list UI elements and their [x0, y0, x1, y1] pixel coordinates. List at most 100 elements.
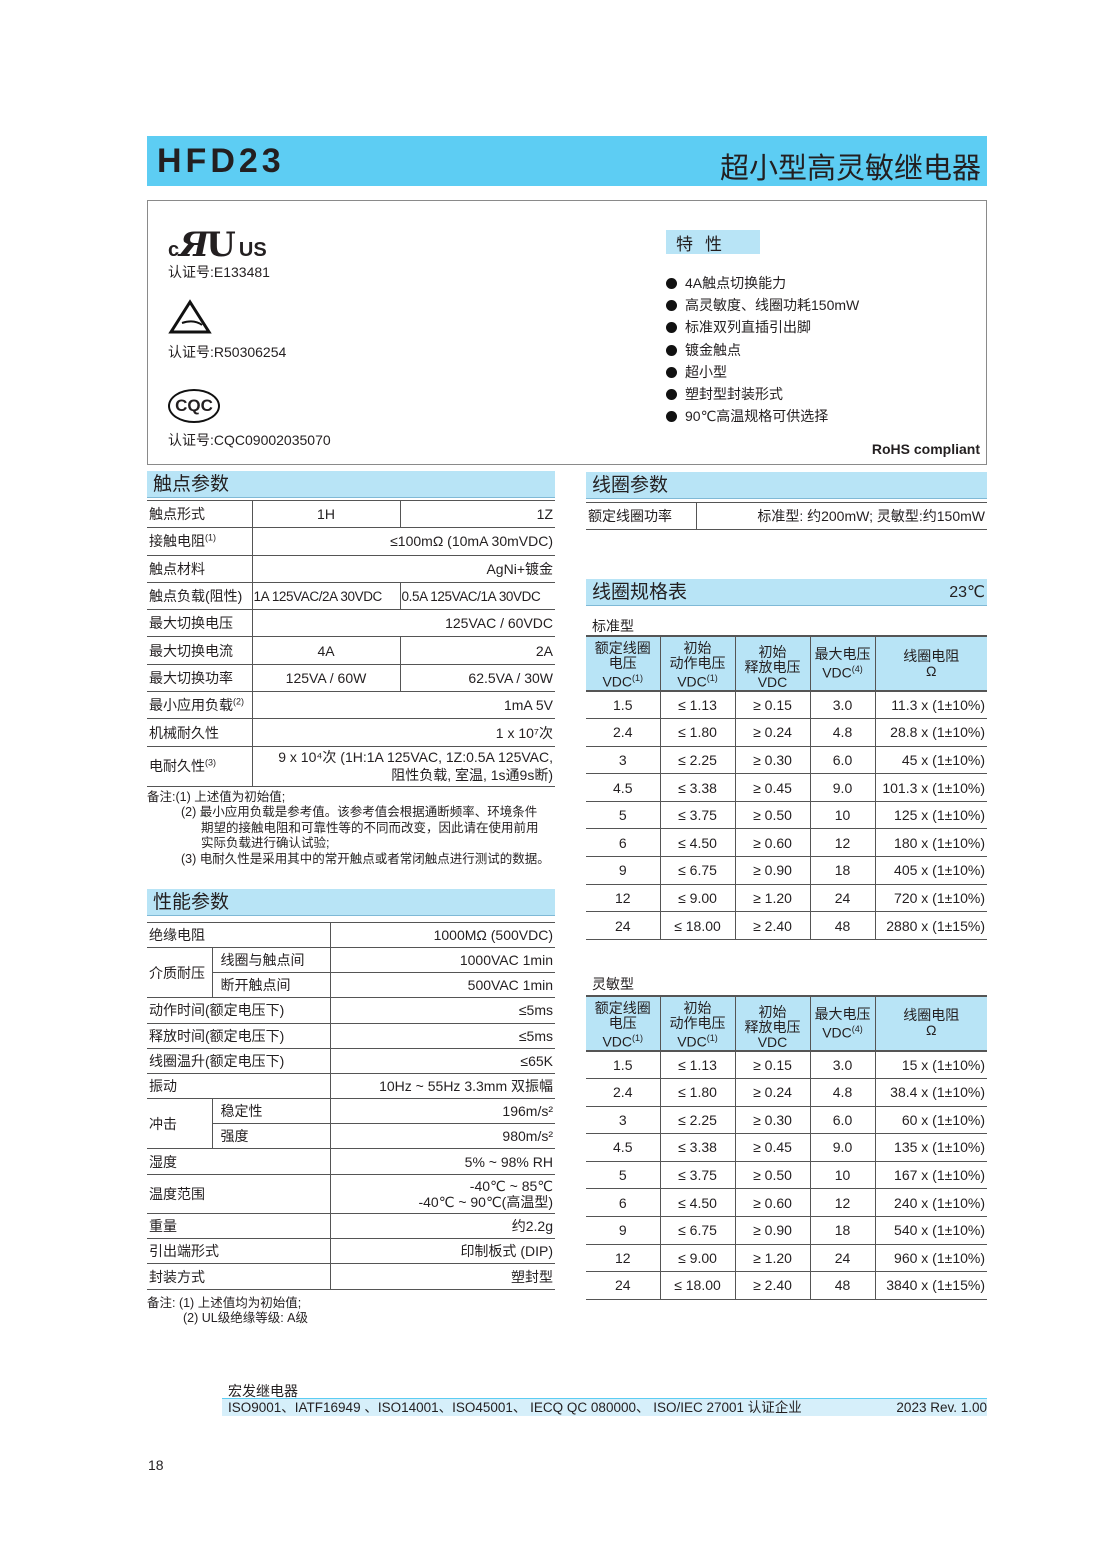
coil-table-header: 额定线圈 电压 VDC(1) 初始 动作电压 VDC(1) 初始 释放电压 VDC 最大电压 VDC…: [586, 994, 987, 1052]
coil-row: 9 ≤ 6.75 ≥ 0.90 18 405 x (1±10%): [586, 856, 987, 885]
header-text: 电压: [608, 655, 637, 672]
sensitive-label: 灵敏型: [592, 975, 634, 992]
contact-row: 最大切换功率 125VA / 60W 62.5VA / 30W: [147, 664, 555, 693]
coil-cell: 15 x (1±10%): [874, 1050, 987, 1079]
column-header: 初始 释放电压 VDC: [734, 994, 810, 1052]
coil-row: 1.5 ≤ 1.13 ≥ 0.15 3.0 11.3 x (1±10%): [586, 691, 987, 720]
contact-heading: 触点参数: [147, 471, 555, 498]
cqc-cert-number: 认证号:CQC09002035070: [168, 432, 331, 448]
coil-row: 24 ≤ 18.00 ≥ 2.40 48 2880 x (1±15%): [586, 911, 987, 940]
header-text: VDC: [757, 1033, 788, 1050]
coil-spec-temperature: 23℃: [949, 584, 985, 601]
feature-item: 超小型: [666, 362, 727, 382]
contact-param-value: 1 x 10⁷次: [251, 718, 555, 747]
contact-param-value: 1mA 5V: [251, 691, 555, 720]
coil-cell: 167 x (1±10%): [874, 1161, 987, 1190]
footnote-ref: (1): [632, 1033, 644, 1044]
footnote-ref: (1): [706, 1033, 718, 1044]
performance-row: 断开触点间 500VAC 1min: [147, 972, 555, 999]
coil-cell: 45 x (1±10%): [874, 746, 987, 775]
footnote-ref: (4): [851, 663, 863, 674]
header-text: 电压: [608, 1015, 637, 1032]
coil-cell: ≥ 0.15: [734, 691, 810, 720]
coil-cell: ≥ 0.45: [734, 1133, 810, 1162]
sensitive-coil-table: 额定线圈 电压 VDC(1) 初始 动作电压 VDC(1) 初始 释放电压 VDC 最大电压 VDC…: [586, 994, 987, 1300]
contact-param-label: 电耐久性(3): [147, 746, 252, 787]
coil-cell: 6: [586, 1188, 660, 1217]
contact-param-value: 125VAC / 60VDC: [251, 609, 555, 638]
contact-row: 电耐久性(3) 9 x 10⁴次 (1H:1A 125VAC, 1Z:0.5A 1…: [147, 746, 555, 787]
coil-section: 线圈参数 额定线圈功率 标准型: 约200mW; 灵敏型:约150mW: [586, 472, 987, 530]
coil-cell: 48: [809, 911, 875, 940]
performance-param-value: 10Hz ~ 55Hz 3.3mm 双振幅: [329, 1073, 555, 1100]
coil-cell: 2.4: [586, 1078, 660, 1107]
header-text: 线圈电阻: [903, 647, 960, 664]
performance-param-label: 释放时间(额定电压下): [147, 1023, 330, 1049]
performance-sub-label: 稳定性: [211, 1098, 330, 1125]
standard-coil-table: 额定线圈 电压 VDC(1) 初始 动作电压 VDC(1) 初始 释放电压 VDC 最大电压 VDC…: [586, 635, 987, 940]
header-text: 额定线圈: [594, 640, 651, 657]
contact-param-label: 最小应用负载(2): [147, 691, 252, 720]
coil-cell: ≥ 0.60: [734, 828, 810, 858]
performance-row: 冲击 稳定性 196m/s²: [147, 1098, 555, 1150]
contact-param-label: 最大切换电压: [147, 609, 252, 638]
coil-cell: 6: [586, 828, 660, 858]
coil-cell: 5: [586, 1161, 660, 1190]
performance-param-value: ≤5ms: [329, 997, 555, 1024]
column-header: 线圈电阻 Ω: [874, 635, 987, 692]
contact-param-value: 62.5VA / 30W: [399, 664, 555, 693]
performance-row: 重量 约2.2g: [147, 1213, 555, 1240]
performance-row: 释放时间(额定电压下) ≤5ms: [147, 1023, 555, 1049]
label-text: 接触电阻: [149, 533, 205, 550]
tuv-triangle-icon: [168, 299, 212, 334]
performance-param-label: 温度范围: [147, 1174, 330, 1214]
contact-row: 最大切换电流 4A 2A: [147, 636, 555, 665]
coil-cell: 10: [809, 801, 875, 830]
label-text: 机械耐久性: [149, 724, 219, 741]
coil-cell: 6.0: [809, 746, 875, 775]
coil-spec-heading: 线圈规格表 23℃: [586, 579, 987, 606]
contact-param-value: 1Z: [399, 500, 555, 529]
coil-cell: ≥ 0.15: [734, 1050, 810, 1079]
coil-cell: 24: [586, 911, 660, 940]
coil-cell: 720 x (1±10%): [874, 884, 987, 913]
performance-sub-label: 断开触点间: [211, 972, 330, 999]
title-bar: HFD23 超小型高灵敏继电器: [147, 136, 987, 186]
performance-param-label: 介质耐压: [147, 947, 212, 999]
header-text: 释放电压: [744, 1018, 801, 1035]
coil-cell: 1.5: [586, 1050, 660, 1079]
coil-cell: ≤ 9.00: [659, 1244, 735, 1273]
coil-cell: 2880 x (1±15%): [874, 911, 987, 940]
coil-cell: 3: [586, 746, 660, 775]
coil-cell: ≥ 0.45: [734, 773, 810, 802]
coil-cell: 6.0: [809, 1106, 875, 1135]
coil-cell: ≤ 18.00: [659, 911, 735, 940]
header-text: 最大电压: [814, 1005, 871, 1022]
coil-row: 4.5 ≤ 3.38 ≥ 0.45 9.0 135 x (1±10%): [586, 1133, 987, 1162]
label-text: 触点材料: [149, 560, 205, 577]
coil-cell: 540 x (1±10%): [874, 1216, 987, 1245]
performance-row: 强度 980m/s²: [147, 1123, 555, 1150]
performance-row: 振动 10Hz ~ 55Hz 3.3mm 双振幅: [147, 1073, 555, 1100]
coil-cell: 960 x (1±10%): [874, 1244, 987, 1273]
coil-table-header: 额定线圈 电压 VDC(1) 初始 动作电压 VDC(1) 初始 释放电压 VDC 最大电压 VDC…: [586, 635, 987, 692]
header-text: VDC: [822, 664, 852, 681]
coil-cell: 18: [809, 1216, 875, 1245]
coil-cell: 24: [586, 1271, 660, 1300]
coil-cell: 11.3 x (1±10%): [874, 691, 987, 720]
header-text: VDC: [602, 674, 633, 690]
label-text: 触点形式: [149, 506, 205, 523]
cqc-logo: CQC: [168, 389, 220, 423]
header-text: VDC: [677, 674, 707, 690]
contact-param-value: 2A: [399, 636, 555, 665]
performance-row: 动作时间(额定电压下) ≤5ms: [147, 997, 555, 1024]
contact-row: 最小应用负载(2) 1mA 5V: [147, 691, 555, 720]
ul-logo: cЯU US: [168, 225, 267, 265]
performance-param-value: 5% ~ 98% RH: [329, 1148, 555, 1175]
coil-cell: ≤ 3.38: [659, 773, 735, 802]
coil-row: 6 ≤ 4.50 ≥ 0.60 12 240 x (1±10%): [586, 1188, 987, 1217]
performance-param-label: 封装方式: [147, 1263, 330, 1290]
coil-cell: ≥ 0.30: [734, 746, 810, 775]
header-text: VDC: [822, 1024, 852, 1041]
performance-row: 线圈温升(额定电压下) ≤65K: [147, 1048, 555, 1075]
